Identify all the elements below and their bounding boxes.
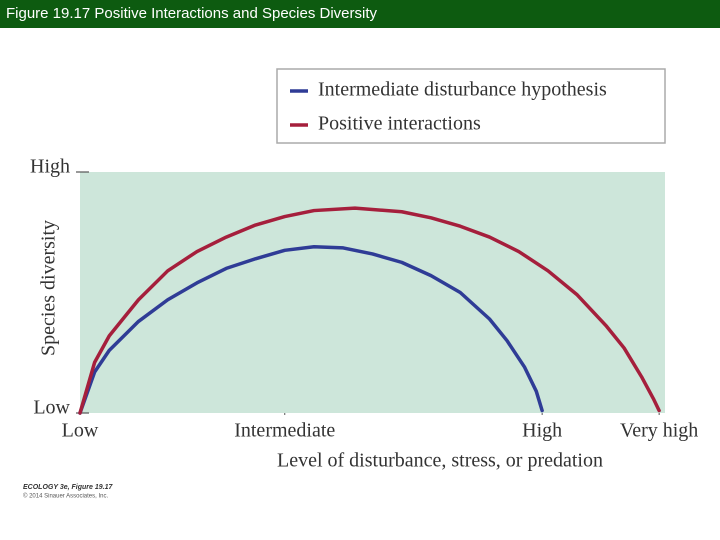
series-line (78, 244, 544, 415)
x-tick-label: Very high (620, 420, 698, 442)
legend-label: Intermediate disturbance hypothesis (318, 79, 607, 101)
credit-copyright: © 2014 Sinauer Associates, Inc. (23, 493, 108, 500)
slide-title: Figure 19.17 Positive Interactions and S… (6, 5, 378, 22)
series-line (78, 206, 661, 415)
y-tick-label: High (30, 156, 70, 178)
y-axis-label: Species diversity (38, 220, 60, 356)
x-tick-label: Low (62, 420, 99, 442)
x-tick-label: High (522, 420, 562, 442)
credit-book: ECOLOGY 3e, Figure 19.17 (23, 484, 113, 491)
legend-label: Positive interactions (318, 113, 481, 135)
x-tick-label: Intermediate (234, 420, 335, 442)
y-tick-label: Low (33, 397, 70, 419)
x-axis-label: Level of disturbance, stress, or predati… (277, 450, 603, 472)
title-bar (0, 0, 720, 28)
legend-box (276, 68, 666, 144)
